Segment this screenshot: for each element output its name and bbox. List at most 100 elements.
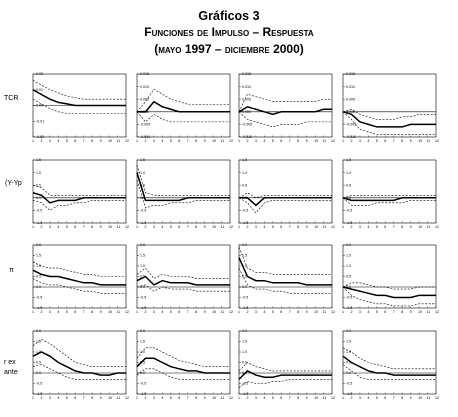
x-tick-label: 3	[49, 139, 51, 143]
x-tick-label: 9	[410, 225, 412, 229]
x-tick-label: 6	[280, 310, 282, 314]
x-tick-label: 9	[410, 310, 412, 314]
x-tick-label: 4	[263, 396, 265, 400]
x-tick-label: 11	[323, 139, 327, 143]
x-tick-label: 12	[331, 139, 335, 143]
x-tick-label: 5	[66, 225, 68, 229]
x-tick-label: 10	[108, 139, 112, 143]
x-tick-label: 6	[178, 310, 180, 314]
x-tick-label: 10	[108, 396, 112, 400]
x-tick-label: 9	[306, 139, 308, 143]
y-tick-label: 0.005	[140, 97, 149, 101]
x-tick-label: 2	[246, 139, 248, 143]
x-tick-label: 6	[74, 225, 76, 229]
panel-frame	[342, 159, 437, 224]
y-tick-label: 1.0	[140, 171, 145, 175]
panel-frame	[238, 330, 333, 395]
y-tick-label: 0.015	[140, 72, 149, 76]
y-tick-label: 2.0	[346, 243, 351, 247]
x-tick-label: 4	[57, 396, 59, 400]
x-tick-label: 5	[376, 139, 378, 143]
x-tick-label: 9	[410, 139, 412, 143]
upper-band-line	[136, 88, 230, 112]
x-tick-label: 12	[435, 225, 439, 229]
x-tick-label: 5	[170, 310, 172, 314]
x-tick-label: 10	[314, 225, 318, 229]
y-tick-label: 0.5	[36, 183, 41, 187]
x-tick-label: 11	[117, 225, 121, 229]
y-tick-label: 1.0	[242, 350, 247, 354]
x-tick-label: 6	[178, 139, 180, 143]
x-tick-label: 8	[91, 225, 93, 229]
x-tick-label: 12	[435, 139, 439, 143]
y-tick-label: -1.0	[242, 392, 248, 396]
y-tick-label: 2.0	[242, 329, 247, 333]
x-tick-label: 2	[350, 139, 352, 143]
panel-frame	[342, 73, 437, 138]
upper-band-line	[32, 80, 126, 100]
x-tick-label: 11	[427, 225, 431, 229]
y-tick-label: -1.0	[140, 221, 146, 225]
x-tick-label: 3	[255, 396, 257, 400]
figure-subtitle: Funciones de Impulso – Respuesta	[144, 25, 314, 39]
x-tick-label: 9	[306, 396, 308, 400]
x-tick-label: 10	[314, 139, 318, 143]
response-line	[238, 257, 332, 286]
x-tick-label: 2	[40, 225, 42, 229]
lower-band-line	[238, 267, 332, 294]
upper-band-line	[342, 194, 436, 199]
x-tick-label: 1	[136, 310, 138, 314]
x-tick-label: 1	[32, 225, 34, 229]
x-tick-label: 2	[246, 310, 248, 314]
y-tick-label: 0.5	[346, 275, 351, 279]
x-tick-label: 3	[153, 139, 155, 143]
x-tick-label: 3	[359, 139, 361, 143]
x-tick-label: 1	[238, 225, 240, 229]
panel-frame	[342, 330, 437, 395]
y-tick-label: -1.0	[36, 306, 42, 310]
y-tick-label: 1.0	[346, 171, 351, 175]
x-tick-label: 8	[401, 225, 403, 229]
x-tick-label: 2	[144, 396, 146, 400]
x-tick-label: 5	[170, 139, 172, 143]
upper-band-line	[32, 261, 126, 277]
x-tick-label: 8	[195, 139, 197, 143]
y-tick-label: -0.010	[140, 135, 150, 139]
x-tick-label: 4	[263, 310, 265, 314]
x-tick-label: 1	[136, 396, 138, 400]
y-tick-label: -0.010	[242, 135, 252, 139]
x-tick-label: 5	[376, 396, 378, 400]
x-tick-label: 5	[170, 396, 172, 400]
x-tick-label: 1	[32, 396, 34, 400]
x-tick-label: 12	[229, 139, 233, 143]
y-tick-label: 0.0	[36, 285, 41, 289]
y-tick-label: 1.5	[242, 254, 247, 258]
y-tick-label: -1.0	[140, 392, 146, 396]
x-tick-label: 3	[359, 225, 361, 229]
y-tick-label: -0.005	[140, 123, 150, 127]
x-tick-label: 6	[178, 225, 180, 229]
x-tick-label: 1	[342, 396, 344, 400]
y-tick-label: 1.5	[36, 340, 41, 344]
x-tick-label: 1	[32, 139, 34, 143]
y-tick-label: 0.0	[242, 285, 247, 289]
upper-band-line	[238, 192, 332, 199]
response-line	[136, 172, 230, 202]
response-line	[136, 357, 230, 374]
panel-frame	[238, 244, 333, 309]
row-label-real-rate-line2: ante	[4, 369, 18, 376]
x-tick-label: 10	[108, 225, 112, 229]
irf-panel-r4-c4: 2.01.51.00.50.0-0.5-1.01 2 3 4 5 6 7 8 9 10 11 12	[342, 329, 439, 400]
y-tick-label: 2.0	[140, 329, 145, 333]
x-tick-label: 6	[74, 310, 76, 314]
x-tick-label: 9	[100, 310, 102, 314]
x-tick-label: 11	[427, 310, 431, 314]
x-tick-label: 12	[229, 310, 233, 314]
x-tick-label: 3	[153, 396, 155, 400]
response-line	[32, 192, 126, 204]
x-tick-label: 4	[367, 310, 369, 314]
x-tick-label: 8	[195, 396, 197, 400]
x-tick-label: 9	[204, 225, 206, 229]
y-tick-label: 0.0	[140, 285, 145, 289]
